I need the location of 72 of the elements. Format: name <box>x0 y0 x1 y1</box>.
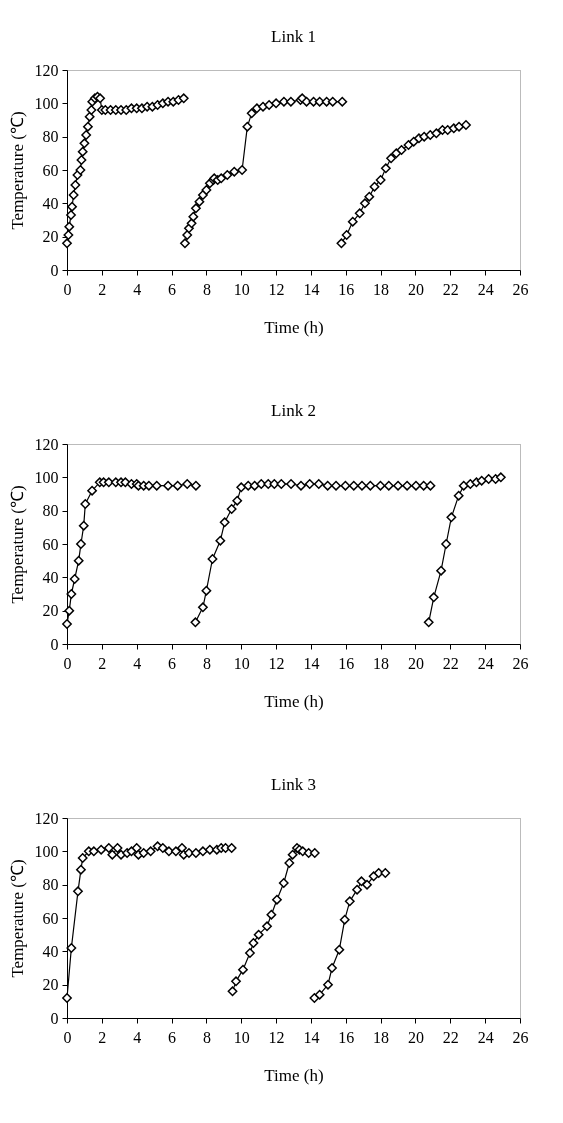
y-tick-label: 20 <box>42 976 59 994</box>
x-tick-label: 12 <box>268 280 285 298</box>
x-axis-title: Time (h) <box>264 691 324 711</box>
x-tick-label: 2 <box>98 1028 107 1046</box>
y-axis-title: Temperature (℃) <box>7 485 27 604</box>
x-tick-label: 2 <box>98 654 107 672</box>
x-tick-label: 12 <box>268 1028 285 1046</box>
x-tick-label: 6 <box>168 280 177 298</box>
x-tick-label: 4 <box>133 654 142 672</box>
x-tick-label: 18 <box>373 280 390 298</box>
y-tick-label: 80 <box>42 502 59 520</box>
x-tick-label: 22 <box>442 280 459 298</box>
y-tick-label: 40 <box>42 942 59 960</box>
x-tick-label: 12 <box>268 654 285 672</box>
x-tick-label: 16 <box>338 280 355 298</box>
y-tick-label: 120 <box>34 435 59 453</box>
chart-title: Link 2 <box>271 401 316 420</box>
x-axis-title: Time (h) <box>264 1065 324 1085</box>
x-tick-label: 0 <box>63 1028 72 1046</box>
y-tick-label: 120 <box>34 61 59 79</box>
x-tick-label: 26 <box>512 280 529 298</box>
x-tick-label: 4 <box>133 280 142 298</box>
x-tick-label: 22 <box>442 1028 459 1046</box>
x-tick-label: 8 <box>202 654 211 672</box>
x-tick-label: 8 <box>202 280 211 298</box>
x-tick-label: 24 <box>477 1028 494 1046</box>
x-tick-label: 24 <box>477 654 494 672</box>
y-axis-title: Temperature (℃) <box>7 111 27 230</box>
x-tick-label: 14 <box>303 280 320 298</box>
chart-title: Link 3 <box>271 775 316 794</box>
y-tick-label: 120 <box>34 809 59 827</box>
y-tick-label: 60 <box>42 909 59 927</box>
x-tick-label: 26 <box>512 1028 529 1046</box>
x-tick-label: 6 <box>168 654 177 672</box>
y-tick-label: 20 <box>42 602 59 620</box>
x-tick-label: 16 <box>338 1028 355 1046</box>
y-tick-label: 80 <box>42 128 59 146</box>
x-tick-label: 24 <box>477 280 494 298</box>
x-tick-label: 20 <box>407 654 424 672</box>
y-tick-label: 100 <box>34 468 59 486</box>
x-tick-label: 20 <box>407 280 424 298</box>
y-tick-label: 40 <box>42 568 59 586</box>
x-tick-label: 6 <box>168 1028 177 1046</box>
x-tick-label: 18 <box>373 654 390 672</box>
y-tick-label: 40 <box>42 194 59 212</box>
y-tick-label: 60 <box>42 161 59 179</box>
x-tick-label: 22 <box>442 654 459 672</box>
y-tick-label: 0 <box>50 635 59 653</box>
x-tick-label: 20 <box>407 1028 424 1046</box>
x-tick-label: 26 <box>512 654 529 672</box>
y-tick-label: 100 <box>34 94 59 112</box>
x-tick-label: 18 <box>373 1028 390 1046</box>
y-tick-label: 60 <box>42 535 59 553</box>
x-tick-label: 8 <box>202 1028 211 1046</box>
y-axis-title: Temperature (℃) <box>7 859 27 978</box>
x-axis-title: Time (h) <box>264 317 324 337</box>
x-tick-label: 0 <box>63 280 72 298</box>
x-tick-label: 14 <box>303 1028 320 1046</box>
x-tick-label: 10 <box>233 654 250 672</box>
x-tick-label: 14 <box>303 654 320 672</box>
x-tick-label: 4 <box>133 1028 142 1046</box>
y-tick-label: 0 <box>50 1009 59 1027</box>
x-tick-label: 2 <box>98 280 107 298</box>
x-tick-label: 10 <box>233 280 250 298</box>
y-tick-label: 80 <box>42 876 59 894</box>
x-tick-label: 0 <box>63 654 72 672</box>
x-tick-label: 10 <box>233 1028 250 1046</box>
x-tick-label: 16 <box>338 654 355 672</box>
chart-title: Link 1 <box>271 27 316 46</box>
y-tick-label: 100 <box>34 842 59 860</box>
y-tick-label: 20 <box>42 228 59 246</box>
y-tick-label: 0 <box>50 261 59 279</box>
